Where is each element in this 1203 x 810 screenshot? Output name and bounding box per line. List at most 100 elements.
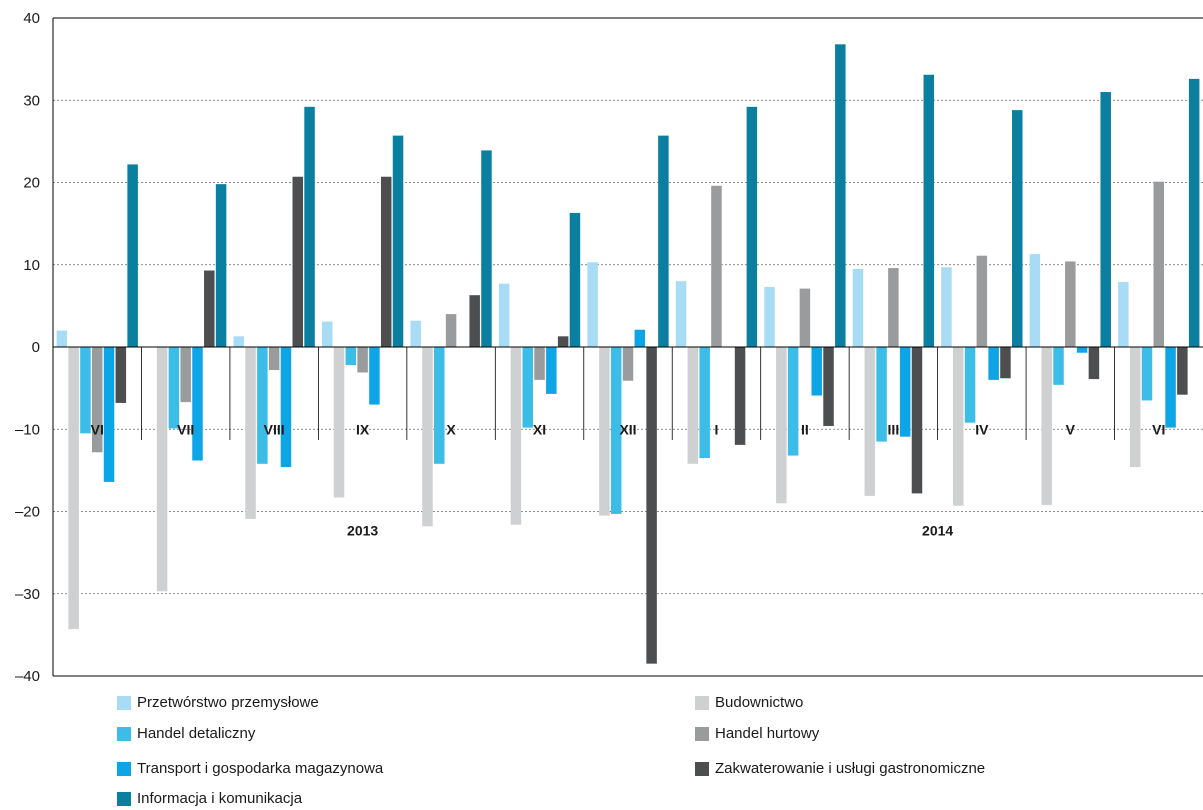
bar [675,281,687,347]
bar [522,347,533,428]
x-tick-label: VIII [264,421,285,437]
x-tick-label: VI [1152,421,1165,437]
bar [787,347,799,456]
bar [835,44,846,347]
bar [215,184,227,347]
bar [799,288,811,347]
bar [156,347,168,592]
x-tick-label: XII [619,421,636,437]
bar [498,283,510,347]
bar [80,347,91,434]
bar [1153,181,1165,347]
bar [91,347,103,453]
bar [941,267,952,347]
bar [345,347,357,366]
bar [292,176,304,347]
y-tick-label: 20 [23,175,40,192]
y-tick-label: –30 [15,586,40,603]
bar [369,347,380,405]
year-label: 2013 [347,523,378,539]
bar [1188,78,1200,348]
x-tick-label: V [1066,421,1076,437]
bar [888,268,899,347]
bar [445,314,457,347]
bar [469,295,480,347]
bar [481,150,492,347]
x-tick-label: VI [91,421,104,437]
bar [56,330,68,347]
bar [204,270,215,347]
bar [899,347,911,437]
y-tick-label: 40 [23,10,40,27]
bar [610,347,622,514]
bar [1177,347,1188,395]
x-tick-label: I [715,421,719,437]
bar [587,262,598,347]
bar [434,347,445,464]
bar [115,347,127,403]
y-tick-label: –40 [15,668,40,685]
bar [392,135,404,347]
y-tick-label: 0 [32,339,40,356]
bar [734,347,746,445]
bar [711,185,722,347]
bar [280,347,292,468]
bar [557,336,569,347]
x-tick-label: II [801,421,809,437]
bar [1076,347,1088,353]
bar [257,347,268,464]
bar [634,329,646,347]
x-tick-label: IX [356,421,370,437]
bar [534,347,545,380]
bar [964,347,976,423]
bar [1141,347,1153,401]
x-tick-label: VII [177,421,194,437]
bar [180,347,191,403]
x-tick-label: X [446,421,456,437]
bar [1011,110,1023,348]
bar [1041,347,1052,505]
bar [599,347,610,516]
y-tick-label: 10 [23,257,40,274]
bar [510,347,522,525]
bar [746,106,758,347]
bar [357,347,368,373]
x-tick-label: XI [533,421,546,437]
bar [811,347,822,396]
bar [168,347,180,429]
y-tick-label: 30 [23,92,40,109]
bar [876,347,887,442]
bar [410,320,421,347]
bar [911,347,923,494]
bar [192,347,203,461]
bar [622,347,634,381]
bar [864,347,876,496]
y-tick-label: –20 [15,504,40,521]
bar [976,255,988,347]
bar [1100,92,1111,348]
bar [687,347,699,464]
bar [333,347,345,498]
bar [1088,347,1100,380]
bar [321,321,333,347]
bar [1065,261,1076,347]
bar [1118,282,1129,347]
bar [1053,347,1064,385]
year-label: 2014 [922,523,953,539]
bar [764,286,775,347]
bar [268,347,280,371]
bar [1165,347,1176,428]
bar [569,212,581,347]
bar [923,74,935,347]
bar [646,347,657,664]
bar [422,347,433,527]
bar [823,347,834,426]
bar [68,347,79,630]
bar [776,347,787,504]
x-tick-label: III [888,421,900,437]
bar [1029,254,1041,347]
bar [546,347,557,394]
bar [1129,347,1141,468]
x-tick-label: IV [975,421,989,437]
